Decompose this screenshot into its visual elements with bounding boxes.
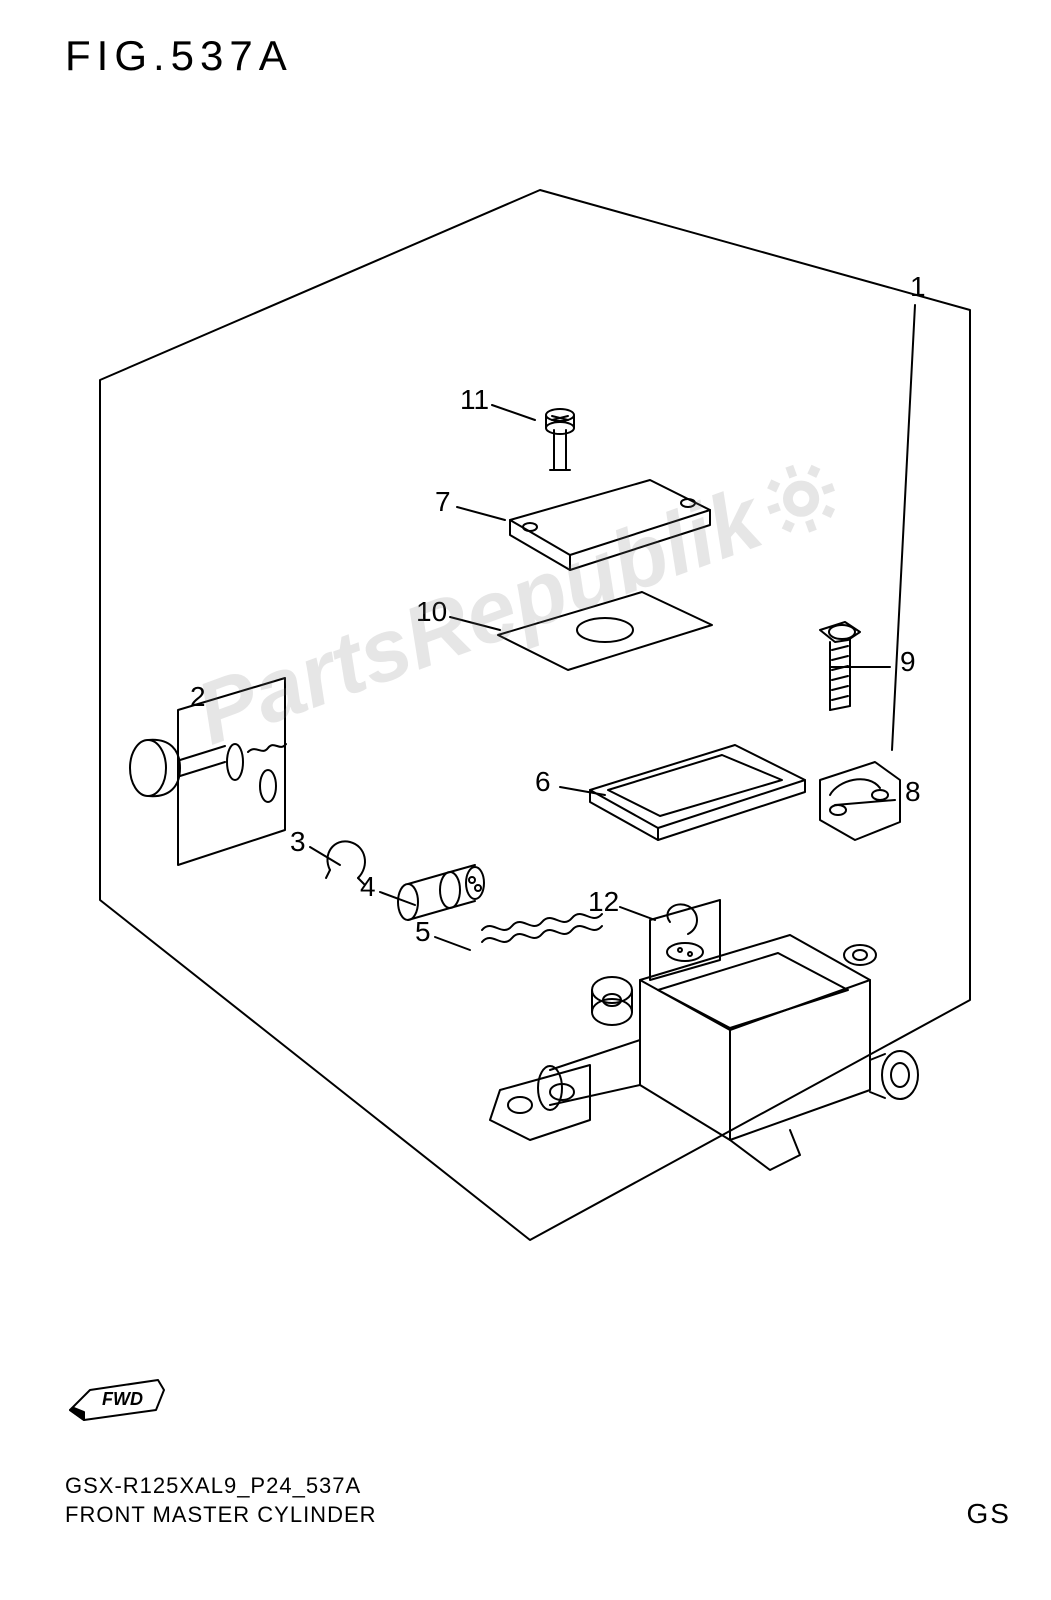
footer-name: FRONT MASTER CYLINDER	[65, 1500, 377, 1530]
callout-10: 10	[416, 596, 447, 628]
callout-4: 4	[360, 871, 376, 903]
fwd-text: FWD	[102, 1389, 143, 1409]
figure-title: FIG.537A	[65, 32, 293, 80]
callout-2: 2	[190, 681, 206, 713]
footer-left: GSX-R125XAL9_P24_537A FRONT MASTER CYLIN…	[65, 1471, 377, 1530]
diagram-area	[30, 130, 1000, 1380]
footer-right-code: GS	[967, 1498, 1011, 1530]
callout-7: 7	[435, 486, 451, 518]
callout-3: 3	[290, 826, 306, 858]
footer-code: GSX-R125XAL9_P24_537A	[65, 1471, 377, 1501]
callout-12: 12	[588, 886, 619, 918]
fwd-badge: FWD	[60, 1370, 170, 1430]
callout-8: 8	[905, 776, 921, 808]
callout-6: 6	[535, 766, 551, 798]
callout-5: 5	[415, 916, 431, 948]
callout-9: 9	[900, 646, 916, 678]
callout-1: 1	[910, 271, 926, 303]
callout-11: 11	[460, 384, 489, 416]
